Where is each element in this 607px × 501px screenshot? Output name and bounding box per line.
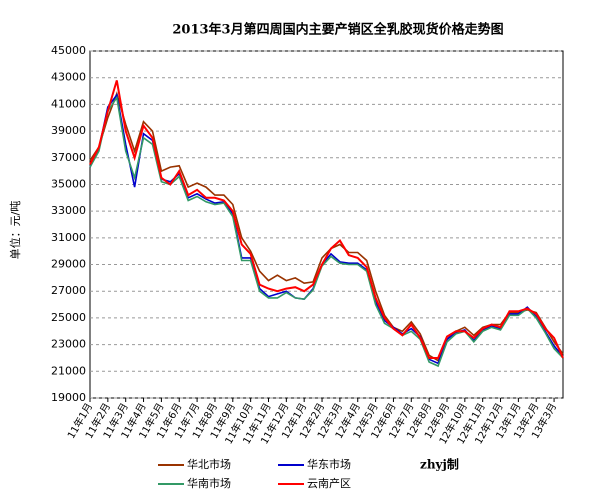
annotation: zhyj制 [420, 457, 459, 472]
y-tick-label: 25000 [51, 311, 86, 324]
legend-label: 华南市场 [187, 476, 231, 490]
y-tick-label: 33000 [51, 204, 86, 217]
y-tick-label: 45000 [51, 44, 86, 57]
y-tick-label: 39000 [51, 124, 86, 137]
y-tick-label: 21000 [51, 364, 86, 377]
y-tick-label: 35000 [51, 177, 86, 190]
y-axis-label: 单位：元/吨 [8, 201, 22, 260]
series-line [89, 80, 564, 359]
legend-label: 云南产区 [307, 476, 351, 490]
chart-title: 2013年3月第四周国内主要产销区全乳胶现货价格走势图 [172, 22, 503, 38]
y-tick-label: 27000 [51, 284, 86, 297]
y-tick-label: 41000 [51, 97, 86, 110]
plot-border [89, 50, 564, 399]
series-line [89, 91, 564, 362]
y-tick-label: 31000 [51, 231, 86, 244]
legend-label: 华东市场 [307, 457, 351, 471]
series-line [89, 93, 564, 365]
y-tick-label: 37000 [51, 151, 86, 164]
y-tick-label: 19000 [51, 391, 86, 404]
y-tick-label: 23000 [51, 338, 86, 351]
y-tick-label: 43000 [51, 71, 86, 84]
y-tick-label: 29000 [51, 258, 86, 271]
legend-label: 华北市场 [187, 457, 231, 471]
